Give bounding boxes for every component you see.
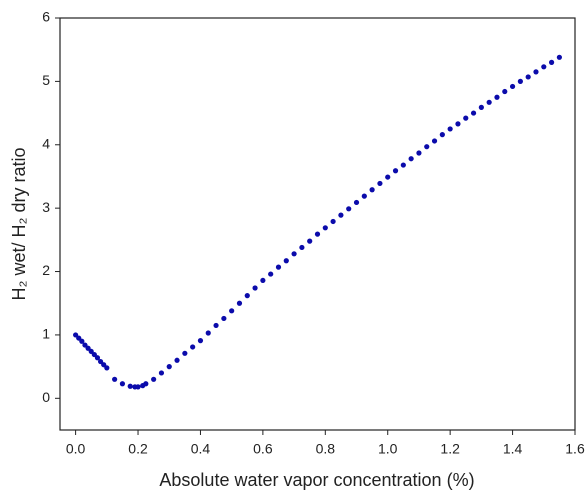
x-tick-label: 0.0 xyxy=(66,441,86,457)
y-tick-label: 6 xyxy=(42,9,50,25)
x-tick-label: 0.4 xyxy=(191,441,211,457)
data-point xyxy=(470,110,477,116)
y-tick-label: 1 xyxy=(42,326,50,342)
data-point xyxy=(101,362,107,368)
data-point xyxy=(361,193,367,199)
data-point xyxy=(143,381,149,387)
data-point xyxy=(190,344,196,350)
y-tick-label: 5 xyxy=(42,72,50,88)
y-tick-label: 3 xyxy=(42,199,50,215)
data-point xyxy=(166,364,172,370)
data-point xyxy=(463,115,469,121)
y-tick-label: 2 xyxy=(42,262,50,278)
data-point xyxy=(79,338,85,344)
data-point xyxy=(416,150,422,156)
data-point xyxy=(82,342,88,348)
data-point xyxy=(556,54,562,60)
data-point xyxy=(400,162,406,168)
data-point xyxy=(91,351,97,358)
data-point xyxy=(408,156,414,162)
data-point xyxy=(338,212,344,218)
x-tick-label: 1.4 xyxy=(503,441,523,457)
y-tick-label: 4 xyxy=(42,135,50,151)
data-point xyxy=(346,206,352,212)
data-point xyxy=(197,338,204,344)
data-point xyxy=(229,308,235,314)
data-point xyxy=(447,126,453,132)
data-point xyxy=(369,187,375,193)
x-tick-label: 1.6 xyxy=(565,441,585,457)
data-point xyxy=(533,69,539,75)
data-point xyxy=(455,121,461,127)
data-point xyxy=(385,174,391,180)
data-point xyxy=(97,358,104,365)
data-point xyxy=(260,277,266,284)
data-point xyxy=(268,271,274,277)
y-axis-title: H₂ wet/ H₂ dry ratio xyxy=(9,147,29,300)
x-tick-label: 0.2 xyxy=(128,441,148,457)
data-point xyxy=(244,293,250,299)
data-point xyxy=(127,383,133,389)
data-point xyxy=(377,180,383,187)
x-axis-title: Absolute water vapor concentration (%) xyxy=(159,470,474,490)
x-tick-label: 1.2 xyxy=(440,441,460,457)
data-point xyxy=(151,376,157,382)
data-point xyxy=(252,285,258,291)
data-point xyxy=(213,322,219,329)
data-point xyxy=(205,330,211,336)
data-point xyxy=(307,238,313,244)
data-point xyxy=(182,350,188,356)
data-point xyxy=(236,300,243,306)
data-point xyxy=(174,357,180,363)
data-point xyxy=(509,83,516,90)
data-point xyxy=(330,218,336,225)
data-point xyxy=(517,78,523,84)
data-point xyxy=(322,225,328,231)
data-point xyxy=(431,138,438,144)
data-point xyxy=(119,381,126,387)
data-point xyxy=(221,315,227,322)
data-point xyxy=(502,88,508,95)
data-point xyxy=(135,384,141,390)
data-point xyxy=(73,332,79,338)
data-point xyxy=(525,74,531,80)
data-point xyxy=(283,258,289,264)
data-point xyxy=(314,231,321,237)
data-point xyxy=(353,199,360,206)
data-point xyxy=(104,365,110,371)
data-point xyxy=(85,345,91,351)
data-point xyxy=(76,335,82,341)
data-point xyxy=(88,348,94,355)
data-point xyxy=(478,104,484,110)
plot-frame xyxy=(59,17,576,431)
data-point xyxy=(548,59,555,65)
y-tick-label: 0 xyxy=(42,389,50,405)
data-point xyxy=(486,99,492,105)
data-point xyxy=(424,144,430,150)
x-tick-label: 1.0 xyxy=(378,441,398,457)
data-point xyxy=(291,251,297,257)
data-point xyxy=(158,370,165,376)
data-point xyxy=(541,64,547,70)
data-point xyxy=(275,264,282,270)
data-point xyxy=(299,244,305,251)
data-point xyxy=(94,355,101,361)
data-point xyxy=(439,132,445,138)
x-tick-label: 0.6 xyxy=(253,441,273,457)
data-point xyxy=(392,168,399,174)
x-tick-label: 0.8 xyxy=(316,441,336,457)
data-point xyxy=(494,94,500,100)
data-point xyxy=(112,376,118,382)
